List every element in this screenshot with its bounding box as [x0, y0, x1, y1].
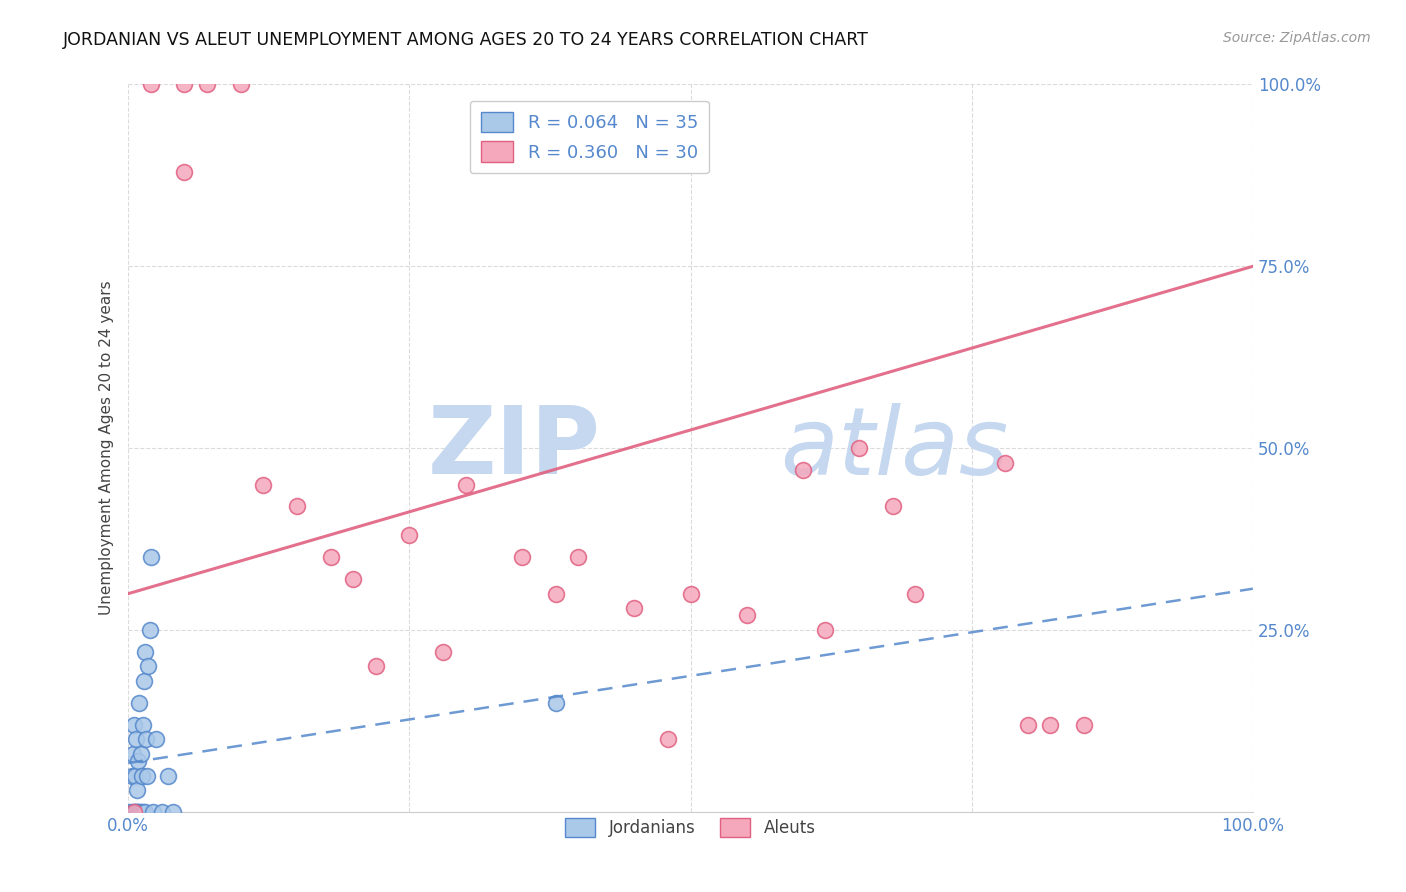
- Point: [1073, 717, 1095, 731]
- Point: [122, 805, 145, 819]
- Point: [623, 601, 645, 615]
- Point: [121, 768, 143, 782]
- Point: [122, 805, 145, 819]
- Point: [1017, 717, 1039, 731]
- Point: [138, 623, 160, 637]
- Point: [120, 805, 142, 819]
- Point: [904, 587, 927, 601]
- Point: [128, 805, 150, 819]
- Point: [735, 608, 758, 623]
- Point: [567, 550, 589, 565]
- Point: [132, 805, 155, 819]
- Point: [127, 805, 149, 819]
- Point: [252, 477, 274, 491]
- Point: [156, 768, 179, 782]
- Point: [342, 572, 364, 586]
- Point: [139, 78, 162, 92]
- Point: [129, 747, 152, 761]
- Point: [882, 500, 904, 514]
- Point: [145, 732, 167, 747]
- Point: [792, 463, 814, 477]
- Point: [398, 528, 420, 542]
- Point: [848, 441, 870, 455]
- Point: [195, 78, 218, 92]
- Point: [131, 768, 153, 782]
- Legend: Jordanians, Aleuts: Jordanians, Aleuts: [558, 811, 823, 844]
- Point: [454, 477, 477, 491]
- Y-axis label: Unemployment Among Ages 20 to 24 years: Unemployment Among Ages 20 to 24 years: [100, 281, 114, 615]
- Point: [136, 768, 159, 782]
- Point: [124, 805, 146, 819]
- Point: [139, 550, 162, 565]
- Point: [285, 500, 308, 514]
- Point: [127, 783, 149, 797]
- Point: [134, 645, 156, 659]
- Text: atlas: atlas: [780, 402, 1008, 493]
- Point: [127, 805, 149, 819]
- Point: [544, 696, 567, 710]
- Point: [173, 78, 195, 92]
- Point: [125, 732, 148, 747]
- Text: ZIP: ZIP: [427, 402, 600, 494]
- Point: [679, 587, 702, 601]
- Point: [814, 623, 837, 637]
- Point: [127, 754, 149, 768]
- Point: [229, 78, 252, 92]
- Point: [125, 805, 148, 819]
- Point: [994, 456, 1017, 470]
- Point: [544, 587, 567, 601]
- Point: [319, 550, 342, 565]
- Point: [122, 717, 145, 731]
- Text: JORDANIAN VS ALEUT UNEMPLOYMENT AMONG AGES 20 TO 24 YEARS CORRELATION CHART: JORDANIAN VS ALEUT UNEMPLOYMENT AMONG AG…: [63, 31, 869, 49]
- Point: [132, 673, 155, 688]
- Point: [364, 659, 387, 673]
- Point: [121, 747, 143, 761]
- Point: [128, 696, 150, 710]
- Point: [124, 768, 146, 782]
- Point: [162, 805, 184, 819]
- Point: [510, 550, 533, 565]
- Point: [142, 805, 165, 819]
- Point: [129, 805, 152, 819]
- Point: [135, 732, 157, 747]
- Point: [134, 805, 156, 819]
- Point: [138, 659, 160, 673]
- Point: [657, 732, 679, 747]
- Point: [432, 645, 454, 659]
- Point: [132, 717, 155, 731]
- Point: [1039, 717, 1062, 731]
- Point: [121, 805, 143, 819]
- Point: [150, 805, 173, 819]
- Point: [173, 165, 195, 179]
- Text: Source: ZipAtlas.com: Source: ZipAtlas.com: [1223, 31, 1371, 45]
